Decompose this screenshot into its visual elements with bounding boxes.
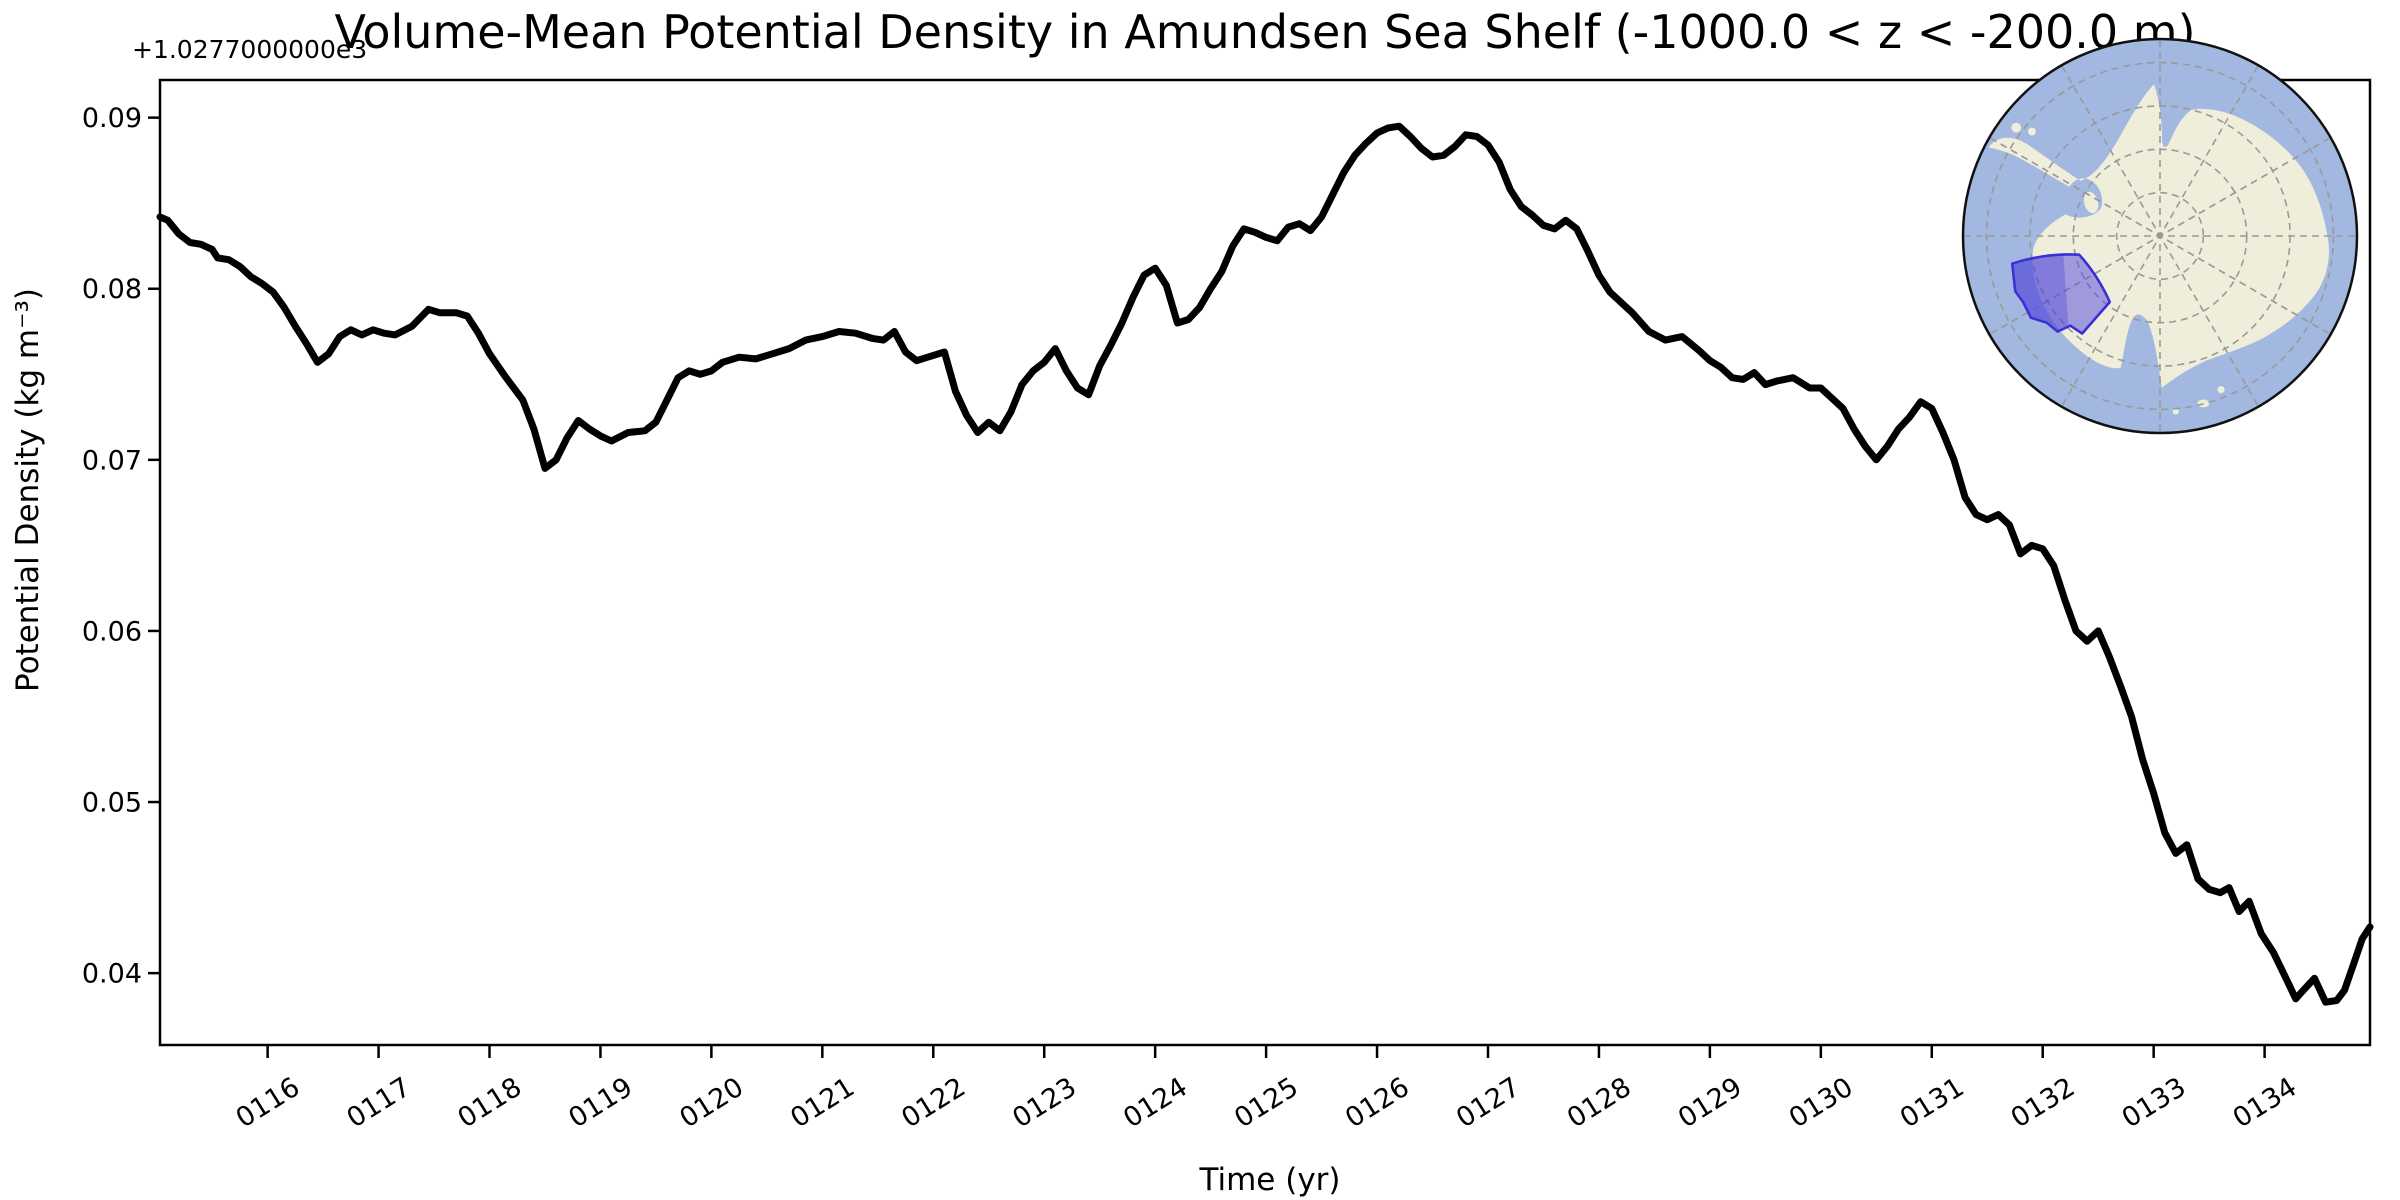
globe-boundary bbox=[1961, 37, 2359, 435]
x-tick-label: 0125 bbox=[1229, 1072, 1304, 1135]
x-tick-label: 0118 bbox=[453, 1072, 528, 1135]
y-tick-label: 0.05 bbox=[82, 788, 142, 819]
island bbox=[2028, 127, 2036, 136]
x-tick-label: 0121 bbox=[785, 1072, 860, 1135]
x-tick-label: 0116 bbox=[231, 1072, 306, 1135]
x-tick-label: 0131 bbox=[1895, 1072, 1970, 1135]
x-tick-label: 0126 bbox=[1340, 1072, 1415, 1135]
x-tick-label: 0128 bbox=[1562, 1072, 1637, 1135]
chart-title: Volume-Mean Potential Density in Amundse… bbox=[334, 5, 2195, 59]
highlighted-region bbox=[2010, 253, 2112, 335]
y-axis-ticks: 0.04 0.05 0.06 0.07 0.08 0.09 bbox=[82, 103, 160, 990]
axes-spines bbox=[158, 78, 2372, 1047]
x-tick-label: 0129 bbox=[1673, 1072, 1748, 1135]
x-tick-label: 0124 bbox=[1118, 1072, 1193, 1135]
y-tick-label: 0.04 bbox=[82, 959, 142, 990]
x-tick-label: 0133 bbox=[2117, 1072, 2192, 1135]
island bbox=[2172, 408, 2179, 415]
y-tick-label: 0.06 bbox=[82, 616, 142, 647]
x-tick-label: 0123 bbox=[1007, 1072, 1082, 1135]
y-axis-offset-text: +1.0277000000e3 bbox=[132, 35, 367, 64]
graticule-grid bbox=[1964, 40, 2356, 432]
island bbox=[2217, 386, 2225, 394]
y-tick-label: 0.07 bbox=[82, 445, 142, 476]
x-tick-label: 0119 bbox=[563, 1072, 638, 1135]
density-line-series bbox=[156, 122, 2374, 1006]
x-tick-label: 0130 bbox=[1784, 1072, 1859, 1135]
x-tick-label: 0120 bbox=[674, 1072, 749, 1135]
x-tick-label: 0127 bbox=[1451, 1072, 1526, 1135]
antarctica-inset-map bbox=[1961, 37, 2359, 435]
x-tick-label: 0117 bbox=[342, 1072, 417, 1135]
y-axis-label: Potential Density (kg m⁻³) bbox=[10, 288, 46, 692]
y-tick-label: 0.09 bbox=[82, 103, 142, 134]
island bbox=[2011, 122, 2022, 133]
x-tick-label: 0122 bbox=[896, 1072, 971, 1135]
island bbox=[2083, 191, 2099, 214]
x-axis-label: Time (yr) bbox=[1199, 1162, 1341, 1198]
x-axis-ticks: 0116 0117 0118 0119 0120 0121 0122 0123 0124 0125… bbox=[231, 1046, 2303, 1135]
x-tick-label: 0132 bbox=[2006, 1072, 2081, 1135]
highlighted-region-ocean-part bbox=[2012, 255, 2069, 332]
x-tick-label: 0134 bbox=[2228, 1072, 2303, 1135]
y-tick-label: 0.08 bbox=[82, 274, 142, 305]
